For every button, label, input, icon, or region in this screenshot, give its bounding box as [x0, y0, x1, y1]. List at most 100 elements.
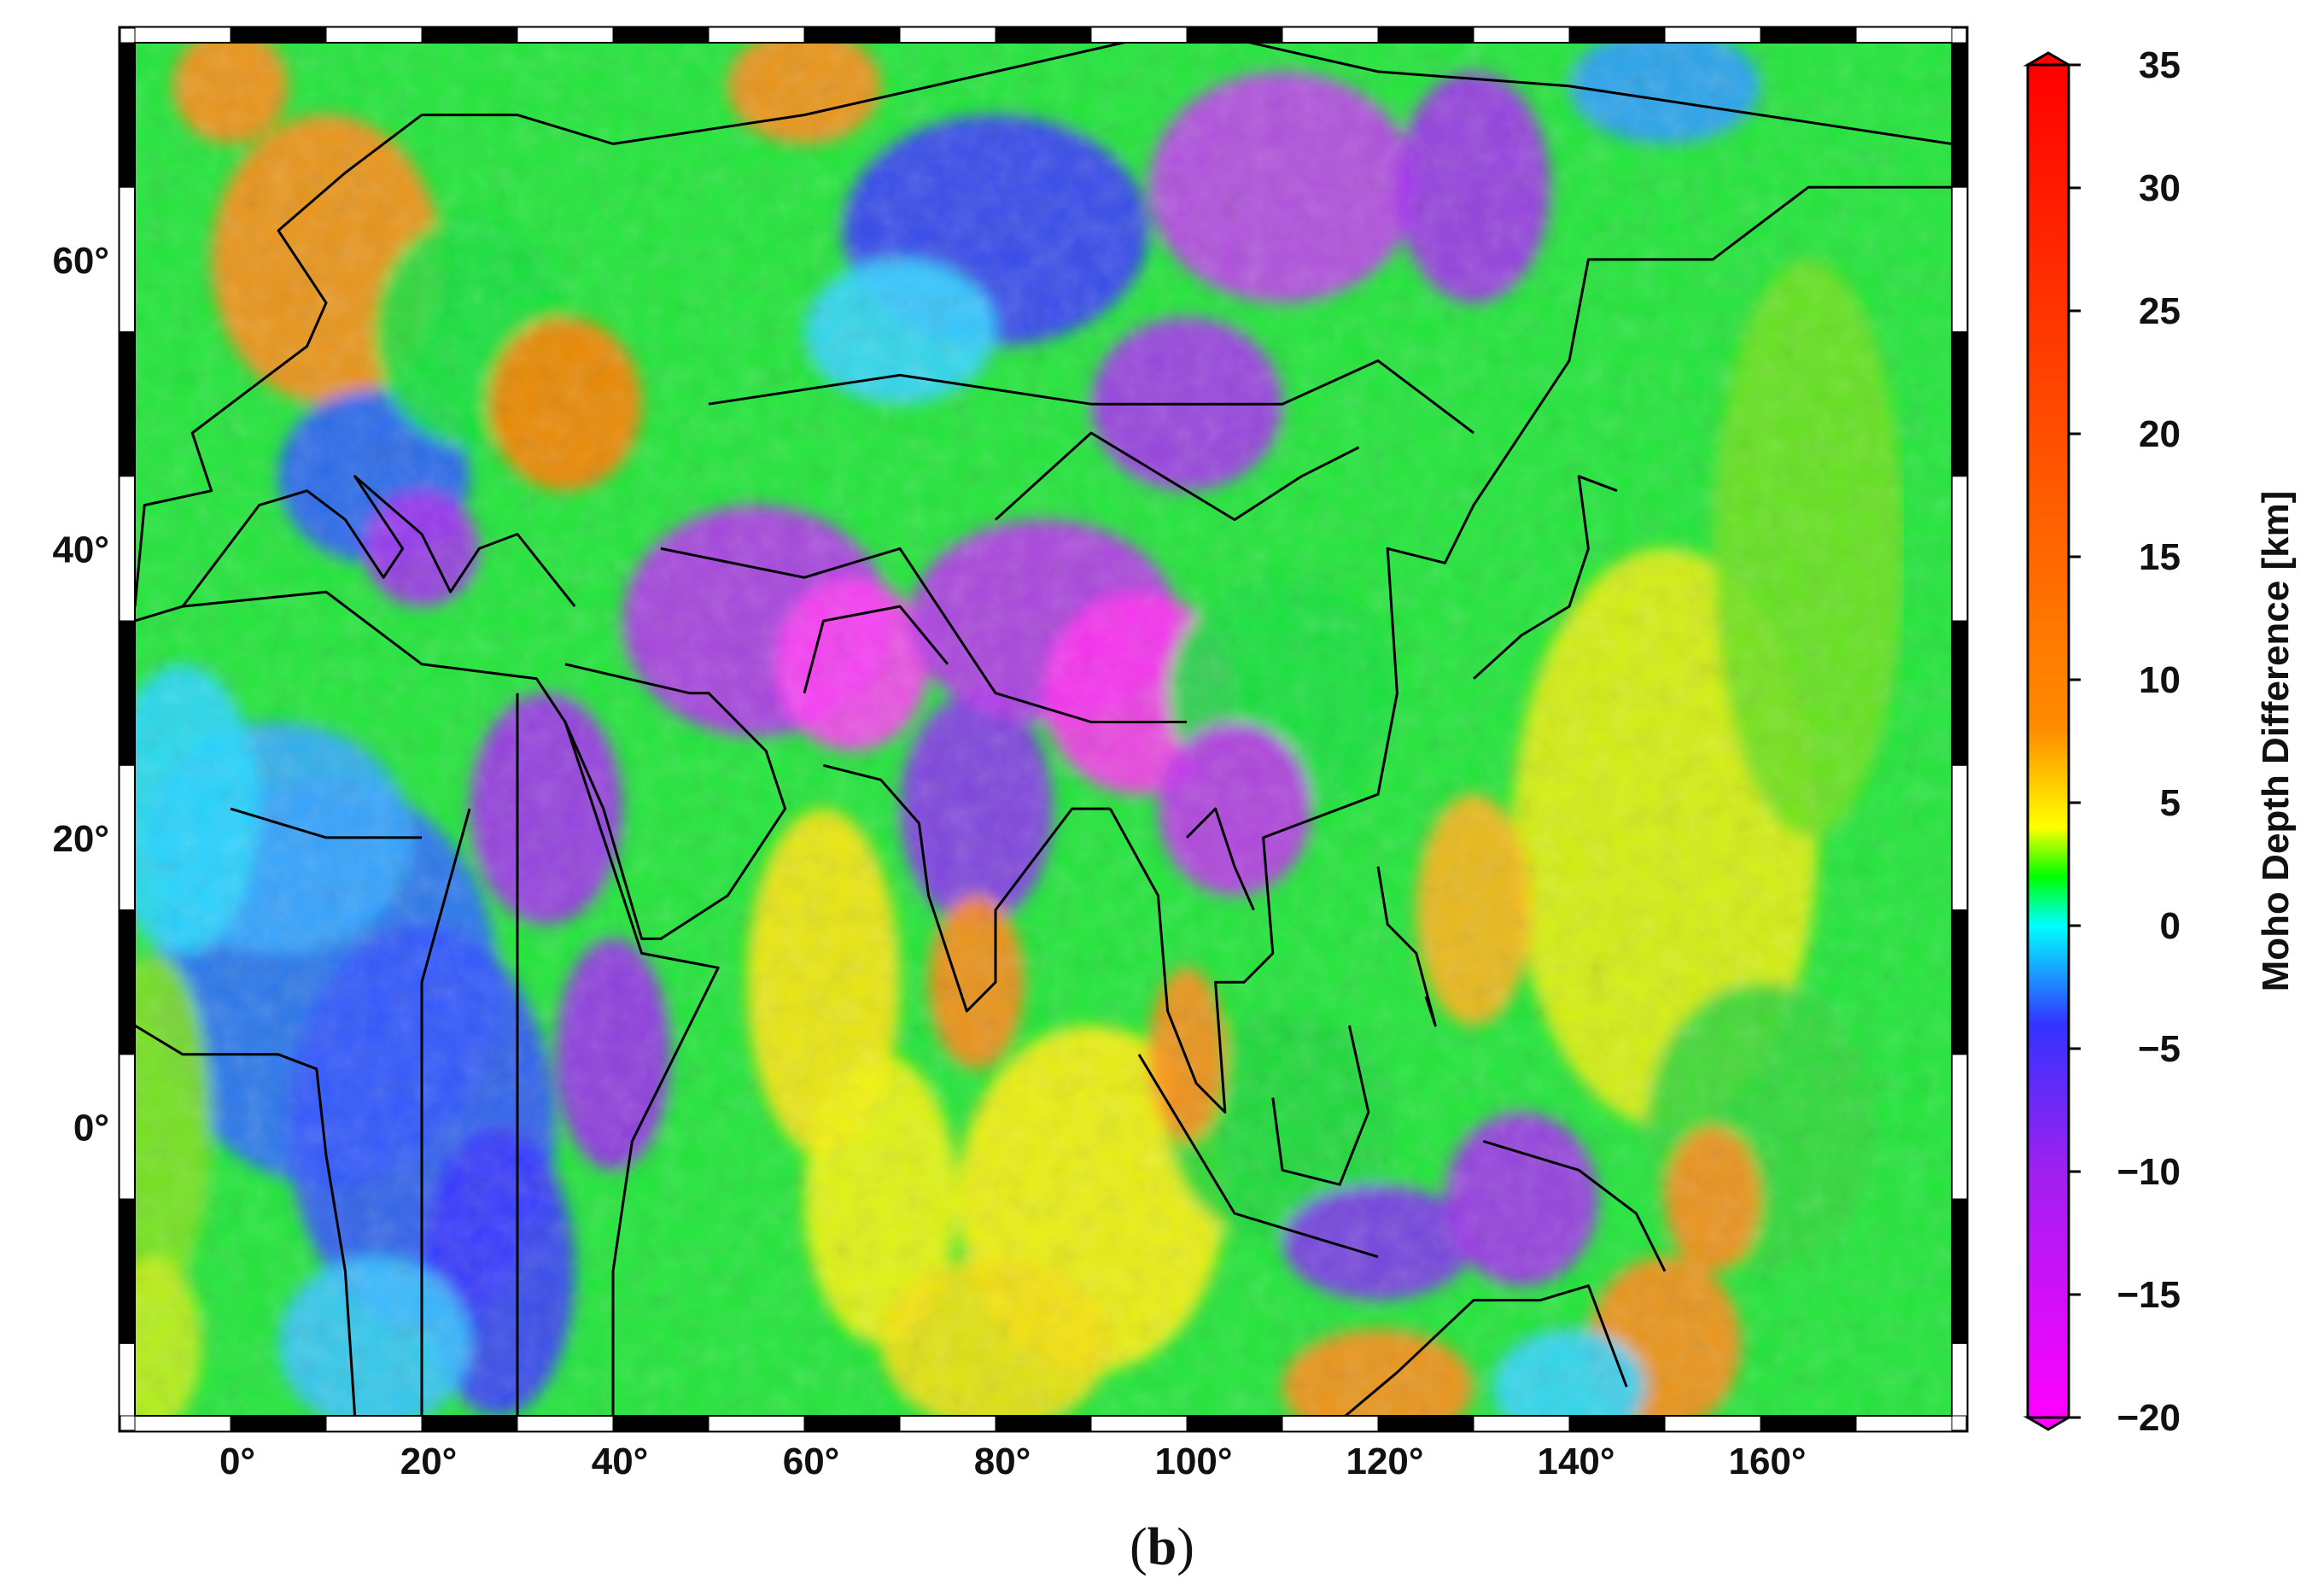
- frame-segment-top: [1090, 26, 1188, 44]
- frame-segment-right: [1951, 186, 1968, 333]
- frame-segment-left: [119, 1054, 136, 1200]
- frame-segment-top: [1473, 26, 1570, 44]
- border-line: [1472, 475, 1618, 680]
- border-line: [1137, 1054, 1379, 1259]
- border-line: [1109, 185, 1952, 1114]
- latitude-tick-label: 60°: [52, 240, 109, 282]
- longitude-tick-label: 100°: [1154, 1441, 1232, 1482]
- frame-segment-bottom: [1473, 1415, 1570, 1432]
- border-line: [1185, 807, 1255, 911]
- frame-segment-top: [1664, 26, 1761, 44]
- colorbar-top-arrow: [2023, 51, 2074, 67]
- border-line: [230, 807, 422, 839]
- colorbar-tick-label: 20: [2139, 413, 2181, 455]
- frame-segment-top: [1855, 26, 1953, 44]
- frame-segment-bottom: [1090, 1415, 1188, 1432]
- frame-segment-left: [119, 764, 136, 911]
- frame-segment-top: [421, 26, 518, 44]
- panel-label: (b): [1130, 1518, 1194, 1576]
- colorbar-tick-label: 10: [2139, 659, 2181, 701]
- border-line: [708, 359, 1474, 435]
- frame-segment-bottom: [1760, 1415, 1857, 1432]
- border-line: [1376, 866, 1437, 1027]
- longitude-tick-label: 120°: [1346, 1441, 1423, 1482]
- colorbar-tick-label: 35: [2139, 44, 2181, 86]
- frame-segment-bottom: [1568, 1415, 1666, 1432]
- longitude-tick-label: 40°: [592, 1441, 649, 1482]
- frame-segment-top: [708, 26, 805, 44]
- frame-segment-right: [1951, 909, 1968, 1055]
- frame-segment-bottom: [612, 1415, 709, 1432]
- frame-segment-right: [1951, 620, 1968, 766]
- frame-segment-right: [1951, 476, 1968, 622]
- frame-segment-top: [899, 26, 996, 44]
- frame-segment-top: [612, 26, 709, 44]
- frame-segment-top: [1760, 26, 1857, 44]
- border-line: [420, 808, 471, 1416]
- frame-segment-top: [134, 26, 231, 44]
- border-line: [994, 431, 1360, 522]
- frame-segment-right: [1951, 331, 1968, 477]
- frame-segment-bottom: [803, 1415, 901, 1432]
- latitude-tick-label: 0°: [73, 1107, 109, 1149]
- frame-segment-right: [1951, 42, 1968, 188]
- frame-segment-top: [1568, 26, 1666, 44]
- colorbar-tick-label: 0: [2160, 905, 2181, 947]
- frame-segment-bottom: [517, 1415, 614, 1432]
- frame-segment-left: [119, 909, 136, 1055]
- frame-segment-right: [1951, 1342, 1968, 1417]
- border-line: [1343, 1284, 1628, 1416]
- longitude-tick-label: 140°: [1537, 1441, 1615, 1482]
- frame-segment-bottom: [1664, 1415, 1761, 1432]
- border-line: [181, 475, 576, 608]
- border-line: [135, 722, 357, 1416]
- colorbar-tick-label: −20: [2117, 1397, 2181, 1439]
- frame-segment-right: [1951, 1198, 1968, 1344]
- frame-segment-left: [119, 186, 136, 333]
- frame-segment-bottom: [1186, 1415, 1283, 1432]
- frame-segment-left: [119, 42, 136, 188]
- frame-segment-top: [1377, 26, 1474, 44]
- border-line: [563, 663, 787, 940]
- longitude-tick-label: 0°: [219, 1441, 255, 1482]
- latitude-tick-labels: 60° 40° 20° 0°: [52, 240, 109, 1149]
- border-line: [135, 43, 1952, 607]
- frame-segment-bottom: [230, 1415, 327, 1432]
- frame-segment-left: [119, 1342, 136, 1417]
- longitude-tick-label: 80°: [974, 1441, 1031, 1482]
- frame-segment-bottom: [325, 1415, 423, 1432]
- longitude-tick-label: 160°: [1728, 1441, 1806, 1482]
- colorbar-tick-label: 5: [2160, 782, 2181, 824]
- colorbar-tick-label: 25: [2139, 290, 2181, 332]
- frame-segment-top: [803, 26, 901, 44]
- colorbar-tick-label: 15: [2139, 536, 2181, 578]
- frame-segment-top: [230, 26, 327, 44]
- frame-segment-top: [1186, 26, 1283, 44]
- colorbar-tick-label: −10: [2117, 1151, 2181, 1193]
- frame-segment-top: [1282, 26, 1379, 44]
- longitude-tick-label: 20°: [400, 1441, 458, 1482]
- colorbar-tick-label: −15: [2117, 1274, 2181, 1316]
- colorbar-bottom-arrow: [2023, 1416, 2074, 1431]
- border-line: [803, 605, 949, 694]
- colorbar-tick-label: −5: [2138, 1028, 2181, 1070]
- border-line: [1482, 1139, 1667, 1272]
- colorbar: 35 30 25 20 15 10 5 0 −5 −10 −15 −20 Moho Depth Dif…: [2023, 44, 2297, 1439]
- colorbar-tick-label: 30: [2139, 167, 2181, 209]
- colorbar-ticks: 35 30 25 20 15 10 5 0 −5 −10 −15 −20: [2069, 44, 2181, 1439]
- frame-segment-bottom: [995, 1415, 1092, 1432]
- latitude-tick-label: 20°: [52, 818, 109, 860]
- country-borders: [135, 43, 1952, 1416]
- longitude-tick-label: 60°: [783, 1441, 840, 1482]
- map-inner-border: [134, 42, 1953, 1417]
- border-line: [1271, 1025, 1370, 1186]
- frame-segment-left: [119, 620, 136, 766]
- border-line: [660, 547, 1187, 723]
- frame-segment-bottom: [1377, 1415, 1474, 1432]
- frame-segment-bottom: [1855, 1415, 1953, 1432]
- frame-segment-right: [1951, 1054, 1968, 1200]
- frame-segment-bottom: [1282, 1415, 1379, 1432]
- frame-segment-left: [119, 331, 136, 477]
- frame-segment-top: [517, 26, 614, 44]
